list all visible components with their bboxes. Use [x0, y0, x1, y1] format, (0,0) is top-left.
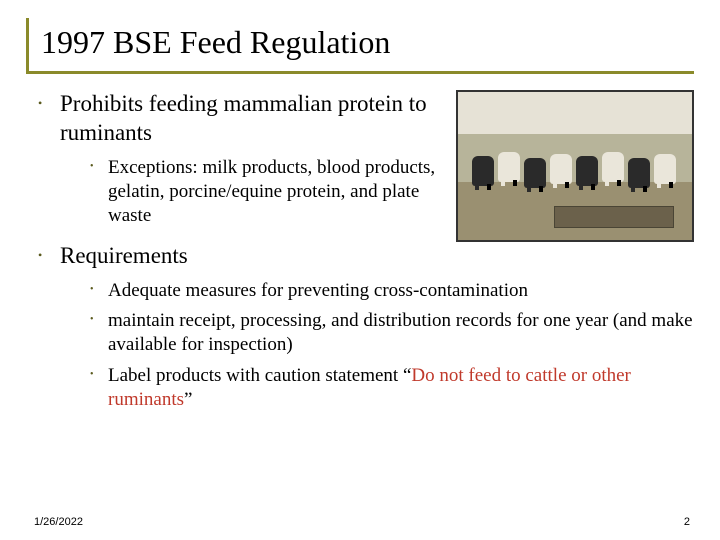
subbullet-r2: maintain receipt, processing, and distri… — [60, 309, 694, 358]
cow-icon — [524, 158, 546, 188]
sublist-prohibits: Exceptions: milk products, blood product… — [60, 156, 444, 229]
title-rule-box: 1997 BSE Feed Regulation — [26, 18, 694, 74]
subbullet-exceptions: Exceptions: milk products, blood product… — [60, 156, 444, 229]
bullet-prohibits-text: Prohibits feeding mammalian protein to r… — [60, 91, 427, 145]
slide-content: Prohibits feeding mammalian protein to r… — [26, 90, 694, 412]
cow-icon — [498, 152, 520, 182]
sublist-requirements: Adequate measures for preventing cross-c… — [60, 279, 694, 413]
subbullet-r3: Label products with caution statement “D… — [60, 364, 694, 413]
cow-icon — [576, 156, 598, 186]
footer-page-number: 2 — [684, 516, 690, 528]
cow-icon — [472, 156, 494, 186]
slide: 1997 BSE Feed Regulation Prohibits feedi… — [0, 0, 720, 540]
cattle-image — [456, 90, 694, 242]
slide-title: 1997 BSE Feed Regulation — [41, 24, 694, 61]
slide-footer: 1/26/2022 2 — [34, 516, 690, 528]
feed-trough — [554, 206, 674, 228]
cow-icon — [602, 152, 624, 182]
bullet-list-requirements: Requirements Adequate measures for preve… — [32, 242, 694, 412]
r3-pre: Label products with caution statement “ — [108, 365, 411, 386]
image-sky — [458, 92, 692, 134]
bullet-prohibits: Prohibits feeding mammalian protein to r… — [32, 90, 444, 228]
subbullet-r1: Adequate measures for preventing cross-c… — [60, 279, 694, 303]
cow-icon — [550, 154, 572, 184]
cow-icon — [628, 158, 650, 188]
footer-date: 1/26/2022 — [34, 516, 83, 528]
bullet-requirements: Requirements Adequate measures for preve… — [32, 242, 694, 412]
r3-post: ” — [184, 389, 192, 410]
top-row: Prohibits feeding mammalian protein to r… — [32, 90, 694, 242]
cow-icon — [654, 154, 676, 184]
bullet-list-top: Prohibits feeding mammalian protein to r… — [32, 90, 444, 228]
top-text-column: Prohibits feeding mammalian protein to r… — [32, 90, 444, 238]
bullet-requirements-text: Requirements — [60, 243, 188, 268]
